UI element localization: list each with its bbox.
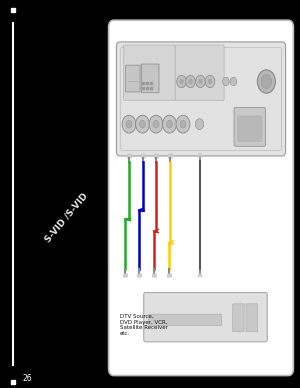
- Circle shape: [153, 120, 159, 128]
- FancyBboxPatch shape: [148, 314, 222, 326]
- Circle shape: [167, 120, 172, 128]
- FancyBboxPatch shape: [238, 116, 262, 142]
- Circle shape: [261, 74, 272, 88]
- FancyBboxPatch shape: [175, 45, 224, 100]
- FancyBboxPatch shape: [123, 45, 175, 100]
- FancyBboxPatch shape: [109, 20, 293, 376]
- Circle shape: [140, 120, 146, 128]
- FancyBboxPatch shape: [144, 293, 267, 342]
- Circle shape: [180, 79, 183, 84]
- FancyBboxPatch shape: [125, 65, 140, 92]
- Circle shape: [230, 77, 237, 86]
- FancyBboxPatch shape: [234, 107, 266, 146]
- Circle shape: [205, 75, 215, 88]
- Circle shape: [223, 77, 229, 86]
- Circle shape: [186, 75, 195, 88]
- FancyBboxPatch shape: [232, 304, 244, 332]
- FancyBboxPatch shape: [116, 42, 286, 156]
- Circle shape: [163, 115, 176, 133]
- Circle shape: [176, 115, 190, 133]
- FancyBboxPatch shape: [246, 304, 258, 332]
- Text: 26: 26: [22, 374, 32, 383]
- Text: S-VID /S-VID: S-VID /S-VID: [43, 191, 89, 244]
- Circle shape: [126, 120, 132, 128]
- Circle shape: [196, 75, 205, 88]
- Circle shape: [208, 79, 212, 84]
- Circle shape: [195, 119, 204, 130]
- Circle shape: [177, 75, 186, 88]
- Circle shape: [257, 70, 275, 93]
- Circle shape: [136, 115, 149, 133]
- Circle shape: [199, 79, 202, 84]
- Text: DTV Source,
DVD Player, VCR,
Satellite Receiver
etc.: DTV Source, DVD Player, VCR, Satellite R…: [120, 314, 168, 336]
- Circle shape: [189, 79, 192, 84]
- Circle shape: [122, 115, 136, 133]
- FancyBboxPatch shape: [141, 64, 159, 93]
- Circle shape: [149, 115, 163, 133]
- Circle shape: [180, 120, 186, 128]
